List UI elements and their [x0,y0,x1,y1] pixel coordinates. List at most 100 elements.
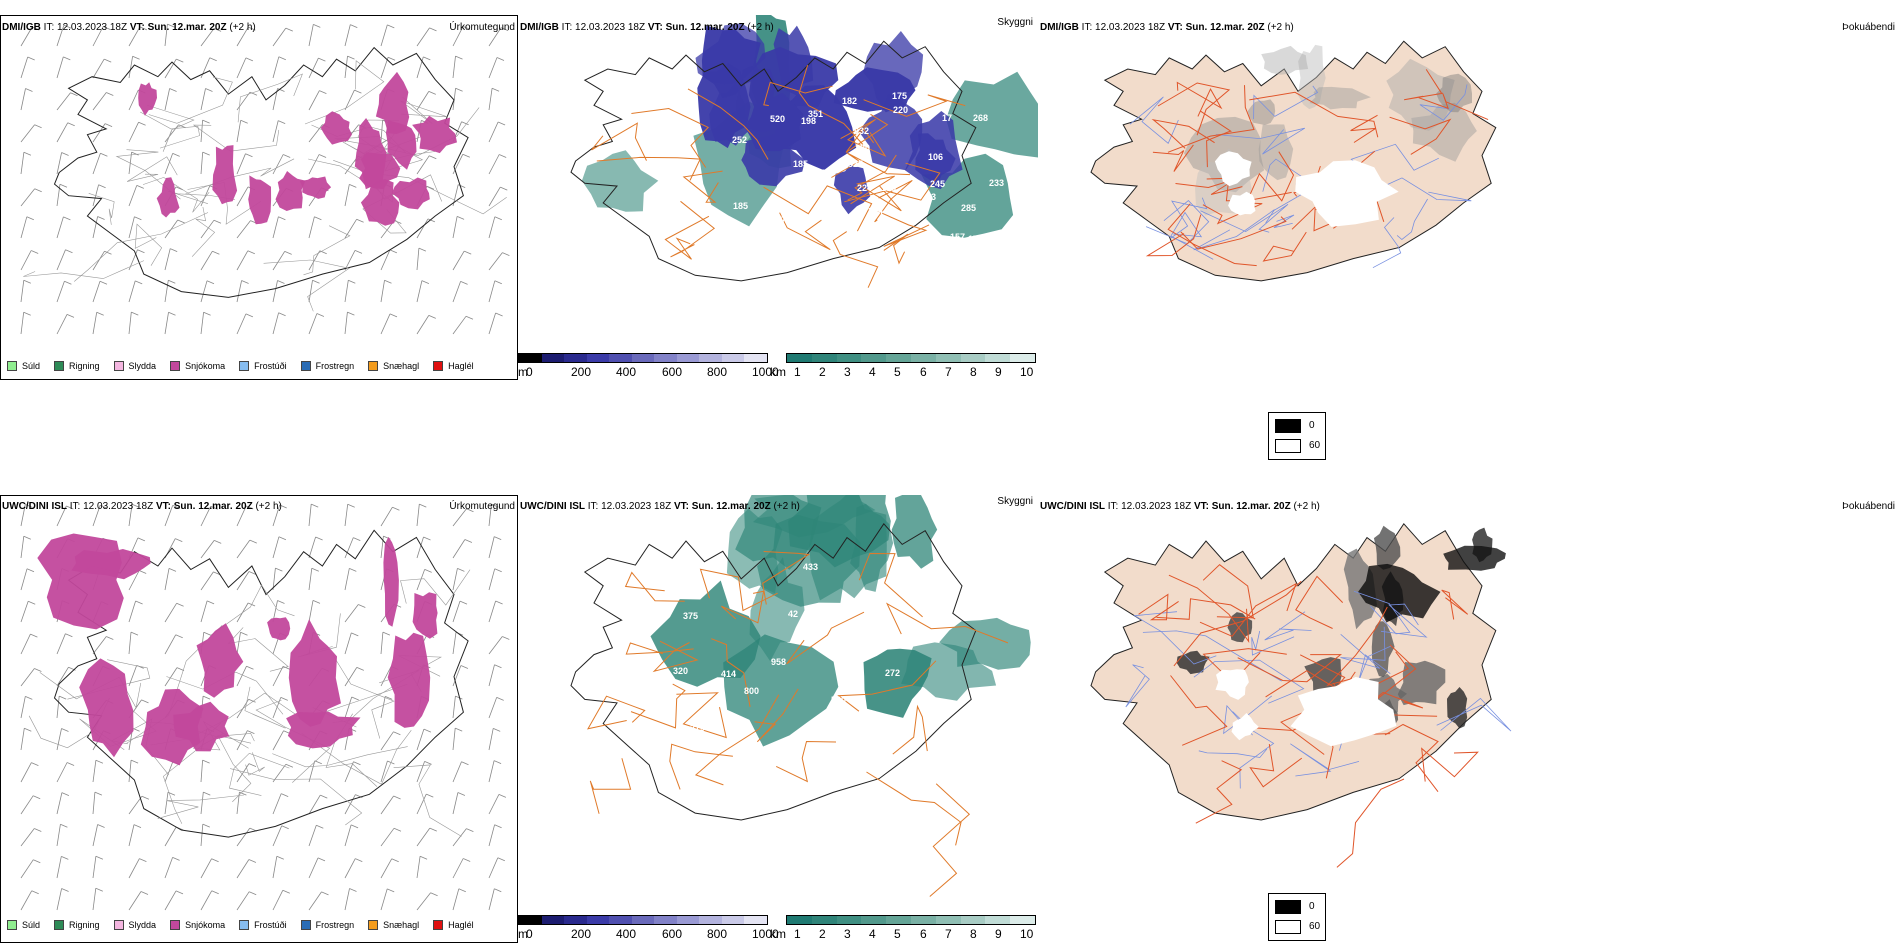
cloud-value-label: 224 [857,183,873,193]
fog-swatch [1275,920,1301,934]
colorbar-segment [519,916,542,924]
colorbar-segment [564,354,587,362]
colorbar [518,915,768,925]
colorbar-segment [910,354,936,362]
colorbar-segment [721,354,745,362]
colorbar-segment [541,354,565,362]
legend-label: Haglél [448,361,474,371]
colorbar [786,915,1036,925]
legend-swatch [170,920,181,930]
cloud-value-label: 233 [989,178,1005,188]
colorbar-segment [609,354,632,362]
legend-item: Frostregn [300,920,355,930]
colorbar-tick: 800 [707,365,728,379]
cloud-colorbar-uwc: m 0 200 400 600 800 1000 km 1 2 3 4 5 6 7 8 9 10 [518,915,1038,945]
iceland-outline [570,522,977,821]
cloud-colorbar-dmi: m 0 200 400 600 800 1000 km 1 2 3 4 5 6 7 8 9 10 [518,353,1038,383]
colorbar-tick: 9 [995,927,1002,941]
title-fog-uwc: Þokuábendi [1842,501,1895,512]
colorbar-tick: 200 [571,927,592,941]
colorbar-tick: 7 [945,927,952,941]
legend-item: Rigning [54,920,100,930]
colorbar-tick: 600 [662,365,683,379]
precip-panel-uwc: Súld Rigning Slydda Snjókoma Frostúði Frostre… [0,495,518,943]
cloud-value-label: 433 [803,562,819,572]
title-precip-dmi: Úrkomutegund [449,22,515,33]
legend-item: Rigning [54,361,100,371]
colorbar-tick: 1 [794,365,801,379]
legend-swatch [239,920,250,930]
cloud-value-label: 285 [961,203,977,213]
legend-label: Snæhagl [383,920,420,930]
cloud-value-label: 279 [690,723,706,733]
colorbar-tick: 2 [819,365,826,379]
fog-colorbar-dmi: 0 60 [1268,412,1326,460]
colorbar-segment [654,916,677,924]
colorbar-tick: 2 [819,927,826,941]
colorbar-segment [811,916,837,924]
colorbar-tick: 0 [526,927,533,941]
cloud-value-label: 236 [816,168,832,178]
precip-map-uwc [20,503,510,911]
legend-label: Snjókoma [185,920,226,930]
cloud-value-label: 252 [732,135,748,145]
title-precip-uwc: Úrkomutegund [449,501,515,512]
colorbar-segment [985,354,1011,362]
cloud-value-label: 42 [788,609,799,619]
legend-label: Haglél [448,920,474,930]
legend-label: Frostregn [315,361,355,371]
glaciers [1215,669,1397,747]
legend-item: Súld [7,920,40,930]
iceland-outline [570,40,977,282]
legend-label: Frostregn [315,920,355,930]
cloud-value-label: 320 [673,666,689,676]
colorbar-tick: 8 [970,927,977,941]
cloud-value-label: 272 [885,668,901,678]
legend-item: Frostúði [239,361,287,371]
legend-swatch [170,361,181,371]
colorbar-segment [721,916,745,924]
colorbar-segment [787,916,812,924]
legend-swatch [433,920,444,930]
cloud-value-label: 38 [776,754,787,764]
colorbar-tick: 1 [794,927,801,941]
colorbar-segment [519,354,542,362]
fog-map-uwc [1090,522,1512,868]
colorbar-segment [541,916,565,924]
cloud-value-label: 46 [908,585,919,595]
colorbar-segment [886,916,911,924]
legend-item: Haglél [433,361,474,371]
precip-map-dmi [20,23,510,335]
colorbar-segment [836,354,862,362]
colorbar-segment [836,916,862,924]
cloud-panel-uwc: 433 958 691 412 414 560 38 556 762 661 800 320 279 37… [518,495,1038,943]
colorbar-tick: 400 [616,365,637,379]
header-cloud-uwc: UWC/DINI ISL IT: 12.03.2023 18Z VT: Sun.… [520,501,800,512]
legend-item: Snæhagl [368,361,419,371]
iceland-land [1090,40,1497,282]
colorbar-segment [861,354,887,362]
visibility-areas [650,495,1031,747]
colorbar-tick: 7 [945,365,952,379]
colorbar [518,353,768,363]
cloud-value-label: 170 [770,233,786,243]
cloud-value-label: 13 [926,192,937,202]
cloud-map-dmi [570,15,1038,288]
cloud-value-label: 932 [854,126,870,136]
cloud-value-label: 185 [793,159,809,169]
legend-item: Frostúði [239,920,287,930]
colorbar-segment [699,916,722,924]
cloud-value-label: 154 [868,206,884,216]
colorbar-segment [811,354,837,362]
legend-swatch [113,361,124,371]
fog-label: 0 [1309,420,1315,431]
fog-panel-dmi [1038,15,1558,380]
fog-panel-uwc [1038,495,1558,943]
colorbar-segment [676,354,700,362]
legend-swatch [433,361,444,371]
legend-label: Rigning [69,920,100,930]
road-network [591,64,966,288]
cloud-value-label: 182 [842,96,858,106]
wind-barbs [20,23,510,335]
colorbar-tick: 8 [970,365,977,379]
